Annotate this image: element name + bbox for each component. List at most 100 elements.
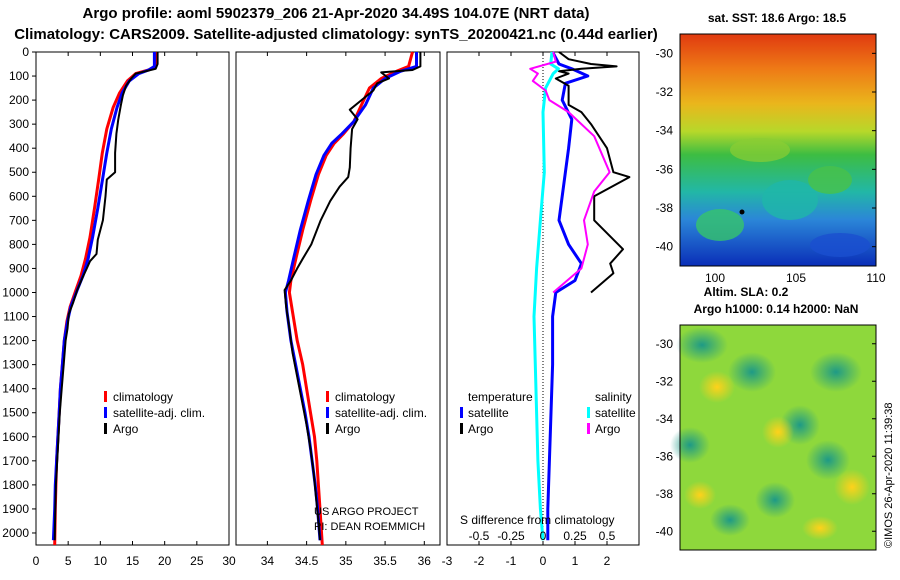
- lat-tick-label: -32: [656, 85, 674, 99]
- sla-map-axes: -30 -32 -34 -36 -38 -40: [656, 337, 876, 538]
- sla-high: [699, 371, 735, 403]
- x-tick-label: 5: [65, 554, 72, 568]
- lat-tick-label: -38: [656, 487, 674, 501]
- depth-tick-label: 200: [9, 93, 29, 107]
- legend-temp-satellite-label: satellite: [468, 406, 509, 420]
- sst-eddy: [730, 138, 790, 162]
- x-tick-label: -2: [474, 554, 485, 568]
- series-argo: [283, 52, 422, 541]
- depth-tick-label: 900: [9, 261, 29, 275]
- sst-map-title: sat. SST: 18.6 Argo: 18.5: [708, 11, 847, 25]
- argo-location-marker: [739, 209, 745, 215]
- timestamp-stamp: ©IMOS 26-Apr-2020 11:39:38: [883, 402, 895, 548]
- lat-tick-label: -36: [656, 449, 674, 463]
- x-tick-label: 35.5: [373, 554, 397, 568]
- sst-eddy: [696, 209, 744, 241]
- depth-tick-label: 400: [9, 141, 29, 155]
- legend-sal-argo-swatch: [587, 423, 590, 434]
- x-tick-label: 15: [126, 554, 140, 568]
- s-difference-label: S difference from climatology: [460, 513, 615, 527]
- depth-tick-label: 600: [9, 189, 29, 203]
- legend-argo-label: Argo: [113, 422, 139, 436]
- series-salinity-satellite: [532, 51, 560, 541]
- x-tick-label: 10: [94, 554, 108, 568]
- sla-eddy: [810, 352, 862, 392]
- depth-tick-label: 700: [9, 213, 29, 227]
- x-tick-label: 0: [33, 554, 40, 568]
- sla-map-subtitle: Argo h1000: 0.14 h2000: NaN: [694, 302, 859, 316]
- x-tick-label: 25: [190, 554, 204, 568]
- legend-satellite-swatch: [326, 407, 329, 418]
- x-tick-label: 30: [222, 554, 236, 568]
- temperature-panel-frame: [35, 51, 230, 546]
- depth-tick-label: 500: [9, 165, 29, 179]
- x-tick-label: 36: [418, 554, 432, 568]
- sla-eddy: [670, 427, 710, 463]
- legend-sal-satellite-label: satellite: [595, 406, 636, 420]
- lon-tick-label: 105: [786, 271, 806, 285]
- lat-tick-label: -38: [656, 201, 674, 215]
- depth-tick-label: 100: [9, 69, 29, 83]
- depth-tick-label: 1200: [2, 334, 29, 348]
- series-climatology: [287, 51, 414, 546]
- salinity-x-axis: 34 34.5 35 35.5 36: [261, 52, 432, 568]
- depth-tick-label: 1600: [2, 430, 29, 444]
- legend-argo-swatch: [326, 423, 329, 434]
- legend-satellite-swatch: [104, 407, 107, 418]
- depth-tick-label: 800: [9, 237, 29, 251]
- depth-tick-label: 1100: [3, 310, 29, 324]
- legend-sal-satellite-swatch: [587, 407, 590, 418]
- depth-tick-label: 0: [22, 45, 29, 59]
- series-salinity-argo: [529, 51, 611, 294]
- legend-climatology-swatch: [326, 391, 329, 402]
- sst-map-frame: [679, 33, 877, 267]
- s-tick-label: 0.25: [563, 529, 587, 543]
- lat-tick-label: -40: [656, 240, 674, 254]
- series-temperature-satellite: [546, 51, 590, 541]
- sst-eddy: [762, 180, 818, 220]
- temperature-x-axis: 0 5 10 15 20 25 30: [33, 52, 236, 568]
- x-tick-label: 34: [261, 554, 275, 568]
- sla-high: [802, 516, 838, 540]
- legend-temperature-heading: temperature: [468, 390, 533, 404]
- legend-climatology-swatch: [104, 391, 107, 402]
- profile-series: [51, 51, 631, 546]
- sla-high: [762, 416, 794, 448]
- salinity-legend: climatology satellite-adj. clim. Argo: [326, 390, 427, 436]
- depth-tick-label: 1800: [2, 478, 29, 492]
- depth-tick-label: 2000: [2, 526, 29, 540]
- x-tick-label: 2: [604, 554, 611, 568]
- x-tick-label: 0: [540, 554, 547, 568]
- legend-satellite-label: satellite-adj. clim.: [113, 406, 205, 420]
- depth-tick-label: 1000: [2, 285, 29, 299]
- figure-subtitle: Climatology: CARS2009. Satellite-adjuste…: [14, 26, 658, 43]
- depth-tick-label: 1500: [2, 406, 29, 420]
- lat-tick-label: -30: [656, 337, 674, 351]
- legend-temp-argo-label: Argo: [468, 422, 494, 436]
- credit-project: US ARGO PROJECT: [314, 506, 419, 518]
- legend-argo-swatch: [104, 423, 107, 434]
- sla-eddy: [710, 504, 750, 536]
- series-temperature-argo: [554, 51, 631, 294]
- figure-title: Argo profile: aoml 5902379_206 21-Apr-20…: [82, 5, 590, 22]
- depth-tick-label: 1300: [2, 358, 29, 372]
- sla-eddy: [806, 440, 850, 480]
- credit-pi: PI: DEAN ROEMMICH: [314, 521, 425, 533]
- temperature-legend: climatology satellite-adj. clim. Argo: [104, 390, 205, 436]
- x-tick-label: 34.5: [295, 554, 319, 568]
- salinity-difference-ticks: -0.5 -0.25 0 0.25 0.5: [469, 529, 616, 543]
- lon-tick-label: 100: [705, 271, 725, 285]
- x-tick-label: 35: [339, 554, 353, 568]
- sla-map-title: Altim. SLA: 0.2: [704, 285, 789, 299]
- sst-eddy: [810, 233, 870, 257]
- sla-high: [834, 469, 870, 505]
- legend-satellite-label: satellite-adj. clim.: [335, 406, 427, 420]
- x-tick-label: 1: [572, 554, 579, 568]
- legend-temp-satellite-swatch: [460, 407, 463, 418]
- s-tick-label: 0.5: [599, 529, 616, 543]
- legend-argo-label: Argo: [335, 422, 361, 436]
- sla-eddy: [755, 482, 795, 518]
- legend-climatology-label: climatology: [335, 390, 395, 404]
- s-tick-label: -0.5: [469, 529, 490, 543]
